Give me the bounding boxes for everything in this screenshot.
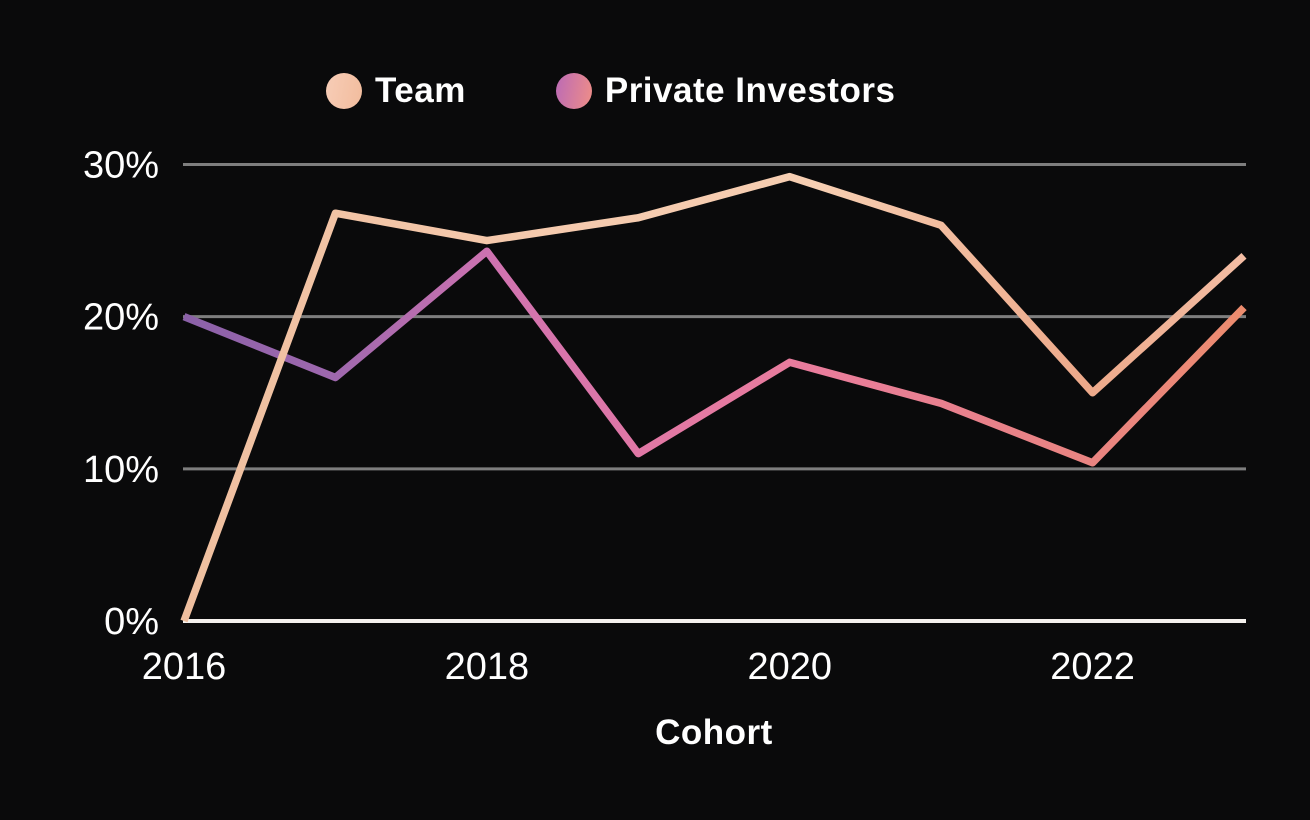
series-line-private-investors: [182, 247, 1247, 467]
private-investors-legend-label: Private Investors: [604, 71, 896, 110]
team-legend-dot-icon: [326, 73, 362, 109]
y-tick-label: 30%: [83, 145, 159, 187]
y-tick-label: 20%: [83, 297, 159, 339]
y-tick-label: 10%: [83, 449, 159, 491]
x-axis-title: Cohort: [655, 713, 773, 752]
team-legend-label: Team: [375, 71, 466, 110]
x-tick-label: 2020: [747, 646, 832, 688]
x-tick-label: 2018: [445, 646, 530, 688]
y-tick-label: 0%: [104, 601, 159, 643]
legend: Team Private Investors: [326, 71, 895, 111]
x-tick-label: 2016: [142, 646, 227, 688]
private-investors-legend-dot-icon: [555, 73, 592, 109]
x-tick-label: 2022: [1050, 646, 1135, 688]
series-line-team: [180, 172, 1247, 623]
legend-item-team: Team: [326, 71, 466, 111]
legend-item-private-investors: Private Investors: [555, 71, 896, 111]
